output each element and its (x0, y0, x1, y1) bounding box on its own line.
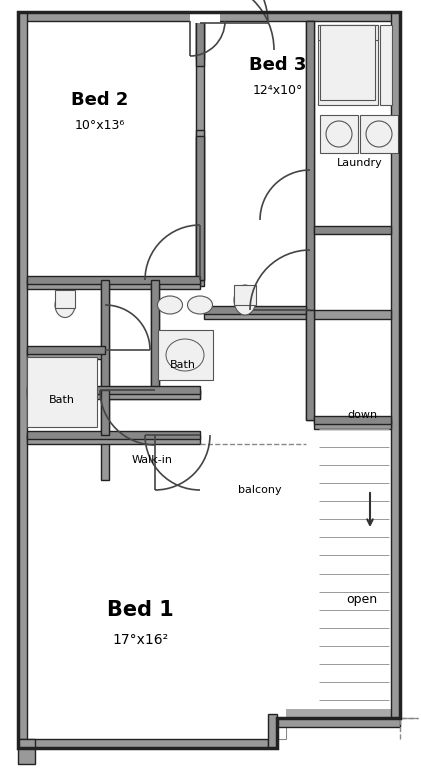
Bar (314, 226, 391, 234)
Bar (360, 115, 398, 153)
Bar (320, 115, 358, 153)
Bar (196, 21, 204, 66)
Bar (27, 350, 105, 359)
Ellipse shape (157, 296, 182, 314)
Text: Bed 2: Bed 2 (71, 91, 129, 109)
Bar (101, 390, 109, 435)
Text: down: down (347, 410, 377, 420)
Text: Bed 3: Bed 3 (249, 56, 306, 74)
Bar (27, 357, 97, 427)
Ellipse shape (187, 296, 213, 314)
Bar (151, 280, 159, 390)
Bar (196, 21, 204, 59)
Bar (27, 280, 200, 289)
Bar (306, 21, 314, 310)
Text: Bed 1: Bed 1 (107, 600, 173, 620)
Bar (18, 12, 27, 748)
Polygon shape (27, 21, 391, 739)
Bar (314, 420, 391, 429)
Bar (27, 276, 200, 284)
Bar (320, 25, 375, 100)
Bar (196, 130, 204, 280)
Text: Bath: Bath (49, 395, 75, 405)
Text: balcony: balcony (238, 485, 282, 495)
Bar (196, 21, 204, 286)
Text: Bath: Bath (170, 360, 196, 370)
Bar (268, 714, 277, 748)
Bar (18, 739, 268, 748)
Bar (101, 280, 109, 480)
Bar (190, 12, 220, 23)
Bar (27, 435, 200, 444)
Text: open: open (346, 594, 378, 607)
Bar (234, 285, 256, 305)
Bar (314, 416, 391, 424)
Bar (391, 12, 400, 718)
Text: 17°x16²: 17°x16² (112, 633, 168, 647)
Text: Walk-in: Walk-in (131, 455, 173, 465)
Bar (380, 25, 392, 105)
Bar (306, 310, 314, 420)
Bar (27, 390, 200, 399)
Ellipse shape (366, 121, 392, 147)
Bar (151, 280, 159, 390)
Bar (101, 280, 109, 390)
PathPatch shape (18, 12, 400, 748)
Bar (277, 718, 400, 727)
Bar (105, 390, 200, 399)
Bar (196, 136, 204, 280)
Text: Laundry: Laundry (337, 158, 383, 168)
Bar (55, 290, 75, 308)
Ellipse shape (326, 121, 352, 147)
Ellipse shape (55, 293, 75, 317)
Bar (18, 739, 35, 764)
Bar (27, 21, 391, 739)
Bar (306, 310, 314, 420)
Bar (158, 330, 213, 380)
Bar (27, 386, 200, 394)
Ellipse shape (234, 285, 256, 315)
Bar (318, 25, 378, 40)
Bar (204, 310, 391, 319)
Bar (204, 306, 306, 314)
Bar (306, 21, 314, 310)
Bar (27, 346, 105, 354)
Bar (27, 431, 200, 439)
Text: 10°x13⁶: 10°x13⁶ (75, 119, 125, 132)
Text: 12⁴x10°: 12⁴x10° (253, 83, 303, 96)
Bar (18, 12, 400, 21)
Bar (318, 25, 378, 105)
Ellipse shape (166, 339, 204, 371)
